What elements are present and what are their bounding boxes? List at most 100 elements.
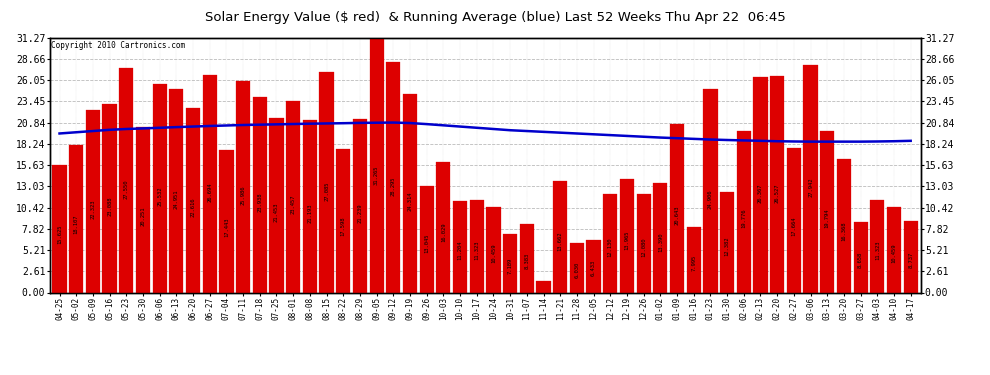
Text: 11.323: 11.323 xyxy=(474,240,479,260)
Bar xyxy=(670,124,684,292)
Bar xyxy=(853,222,867,292)
Bar xyxy=(136,128,150,292)
Text: 25.532: 25.532 xyxy=(157,187,162,207)
Text: 16.029: 16.029 xyxy=(441,223,446,242)
Bar xyxy=(52,165,66,292)
Text: 6.030: 6.030 xyxy=(574,262,579,278)
Bar xyxy=(553,181,567,292)
Text: 25.986: 25.986 xyxy=(241,185,246,205)
Bar xyxy=(469,200,484,292)
Bar xyxy=(453,201,467,292)
Text: 17.443: 17.443 xyxy=(224,217,229,237)
Text: 26.367: 26.367 xyxy=(758,184,763,203)
Text: 12.130: 12.130 xyxy=(608,237,613,257)
Text: 7.189: 7.189 xyxy=(508,257,513,274)
Bar xyxy=(787,148,801,292)
Bar xyxy=(870,200,884,292)
Bar xyxy=(203,75,217,292)
Bar xyxy=(269,117,283,292)
Text: 17.664: 17.664 xyxy=(791,216,796,236)
Text: 27.085: 27.085 xyxy=(324,181,329,201)
Text: 24.951: 24.951 xyxy=(174,189,179,209)
Text: 31.265: 31.265 xyxy=(374,165,379,185)
Bar xyxy=(837,159,851,292)
Text: 27.942: 27.942 xyxy=(808,178,813,197)
Text: 28.295: 28.295 xyxy=(391,177,396,196)
Text: 19.794: 19.794 xyxy=(825,209,830,228)
Text: 10.459: 10.459 xyxy=(491,243,496,263)
Bar xyxy=(637,194,650,292)
Text: 20.643: 20.643 xyxy=(674,206,679,225)
Bar xyxy=(320,72,334,292)
Bar xyxy=(119,68,134,292)
Text: 21.239: 21.239 xyxy=(357,203,362,223)
Text: 13.965: 13.965 xyxy=(625,230,630,250)
Bar xyxy=(86,111,100,292)
Bar xyxy=(152,84,166,292)
Bar xyxy=(337,149,350,292)
Bar xyxy=(103,104,117,292)
Bar xyxy=(904,221,918,292)
Bar xyxy=(303,120,317,292)
Bar xyxy=(286,101,300,292)
Text: 11.204: 11.204 xyxy=(457,241,462,260)
Text: 21.193: 21.193 xyxy=(307,203,313,223)
Text: 21.453: 21.453 xyxy=(274,202,279,222)
Text: 22.616: 22.616 xyxy=(190,198,196,217)
Bar xyxy=(236,81,250,292)
Bar xyxy=(770,76,784,292)
Text: 10.459: 10.459 xyxy=(892,243,897,263)
Bar xyxy=(820,131,835,292)
Text: 8.737: 8.737 xyxy=(908,252,913,268)
Text: 8.658: 8.658 xyxy=(858,252,863,268)
Text: 16.368: 16.368 xyxy=(842,221,846,241)
Bar xyxy=(620,178,634,292)
Text: 20.251: 20.251 xyxy=(141,207,146,226)
Bar xyxy=(69,145,83,292)
Bar xyxy=(570,243,584,292)
Text: 23.088: 23.088 xyxy=(107,196,112,216)
Text: 13.045: 13.045 xyxy=(424,234,430,254)
Bar xyxy=(437,162,450,292)
Text: 6.433: 6.433 xyxy=(591,260,596,276)
Text: 17.598: 17.598 xyxy=(341,217,346,236)
Bar xyxy=(486,207,501,292)
Bar xyxy=(503,234,517,292)
Bar xyxy=(420,186,434,292)
Bar xyxy=(169,89,183,292)
Text: 23.457: 23.457 xyxy=(291,195,296,214)
Text: 27.550: 27.550 xyxy=(124,179,129,199)
Bar xyxy=(220,150,234,292)
Bar xyxy=(369,38,384,292)
Bar xyxy=(720,192,735,292)
Bar xyxy=(352,119,367,292)
Text: 15.625: 15.625 xyxy=(57,224,62,244)
Text: 7.995: 7.995 xyxy=(691,254,696,271)
Text: 23.938: 23.938 xyxy=(257,193,262,213)
Bar xyxy=(653,183,667,292)
Text: 24.314: 24.314 xyxy=(408,192,413,211)
Bar xyxy=(737,131,750,292)
Text: 26.694: 26.694 xyxy=(207,183,212,202)
Bar xyxy=(687,227,701,292)
Bar xyxy=(186,108,200,292)
Bar xyxy=(753,78,767,292)
Bar xyxy=(586,240,601,292)
Bar xyxy=(603,194,618,292)
Bar xyxy=(887,207,901,292)
Text: 22.323: 22.323 xyxy=(90,199,95,219)
Text: 11.323: 11.323 xyxy=(875,240,880,260)
Text: 13.662: 13.662 xyxy=(557,231,562,251)
Bar xyxy=(252,97,267,292)
Text: Solar Energy Value ($ red)  & Running Average (blue) Last 52 Weeks Thu Apr 22  0: Solar Energy Value ($ red) & Running Ave… xyxy=(205,11,785,24)
Bar xyxy=(520,224,534,292)
Bar xyxy=(386,62,400,292)
Text: 8.383: 8.383 xyxy=(525,253,530,269)
Text: 18.107: 18.107 xyxy=(73,215,78,234)
Bar xyxy=(703,89,718,292)
Text: 13.390: 13.390 xyxy=(657,232,663,252)
Text: Copyright 2010 Cartronics.com: Copyright 2010 Cartronics.com xyxy=(51,41,185,50)
Text: 26.527: 26.527 xyxy=(774,183,780,203)
Bar xyxy=(403,94,417,292)
Text: 19.776: 19.776 xyxy=(742,209,746,228)
